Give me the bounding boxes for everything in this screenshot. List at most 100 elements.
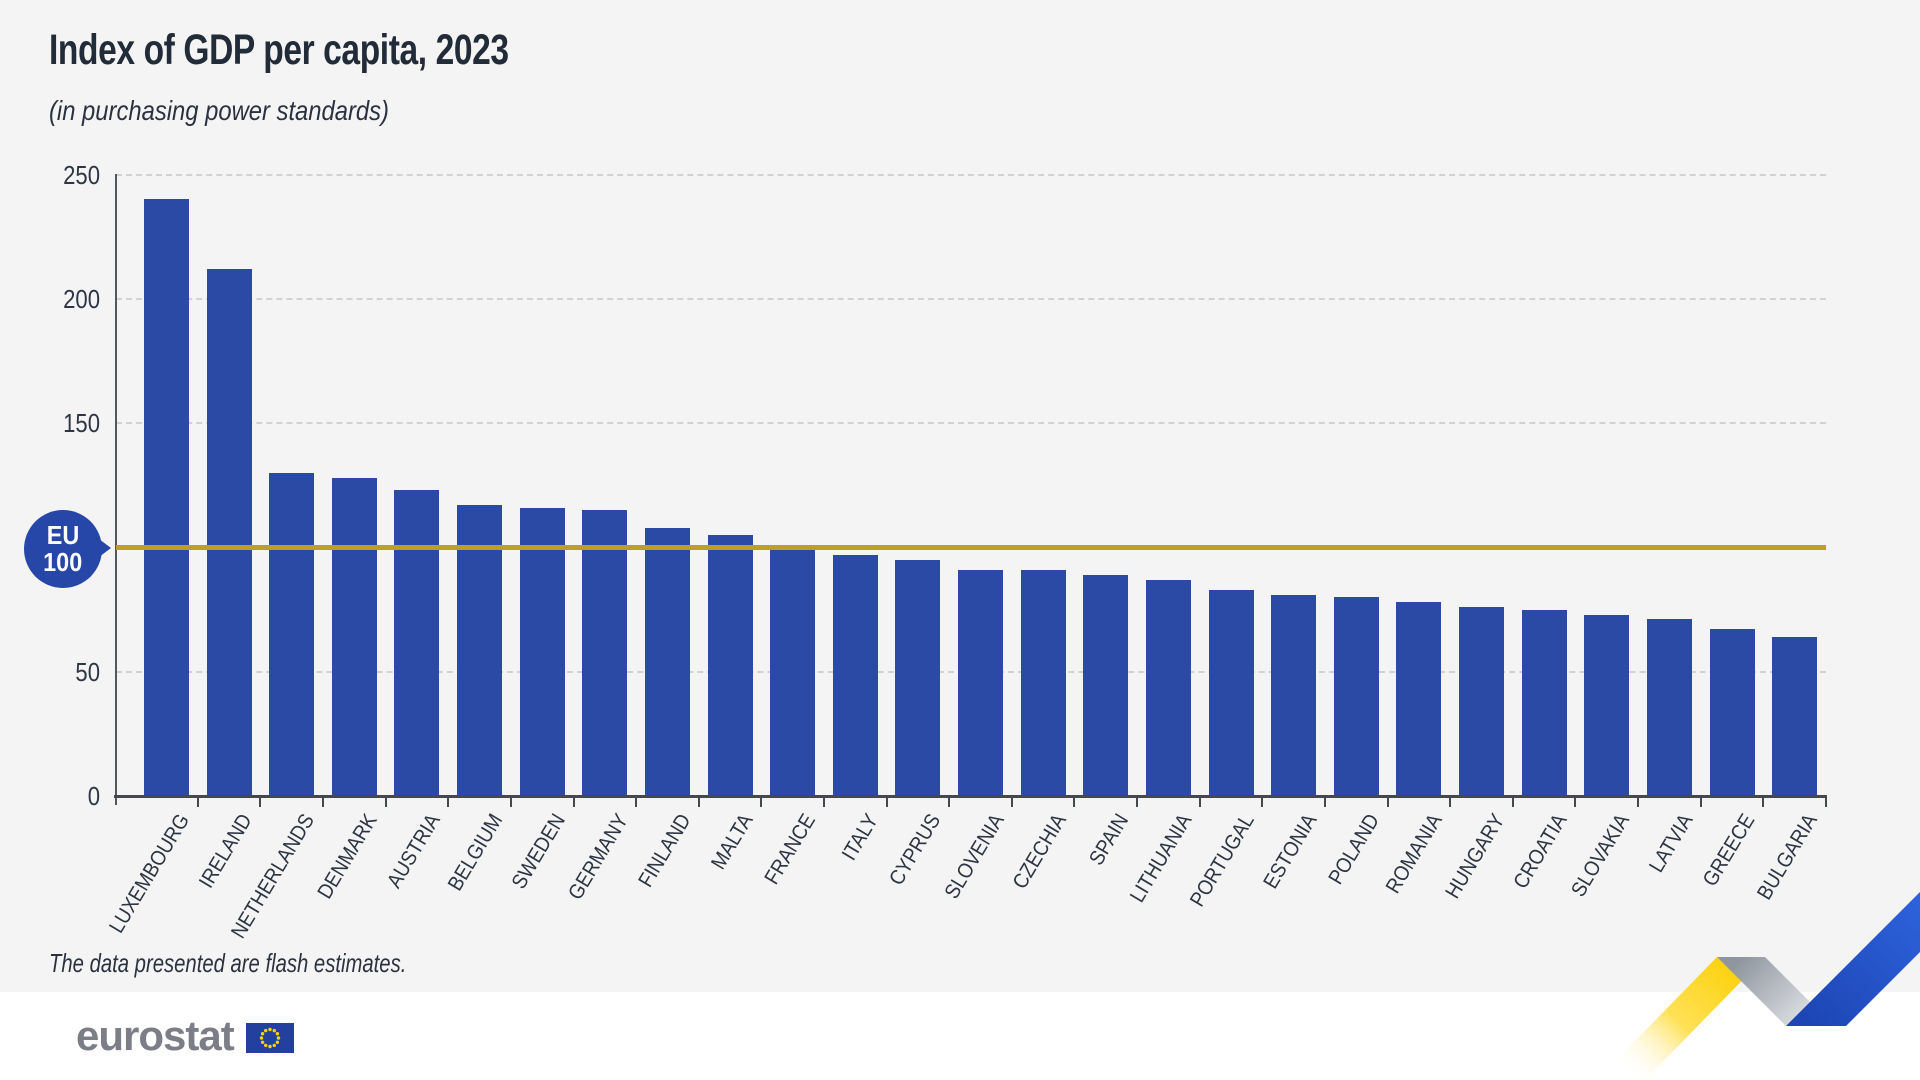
country-label: IRELAND (194, 810, 257, 893)
bar-france (770, 547, 816, 796)
x-axis-tick (948, 798, 951, 807)
bar-italy (832, 554, 878, 796)
country-label: CYPRUS (885, 810, 946, 890)
country-label: FRANCE (760, 810, 821, 889)
country-label: POLAND (1324, 810, 1384, 889)
x-axis-tick (760, 798, 763, 807)
bar-netherlands (269, 472, 315, 796)
bar-greece (1709, 629, 1755, 796)
country-label: LATVIA (1644, 810, 1698, 877)
bar-austria (394, 490, 440, 796)
x-axis-tick (1511, 798, 1514, 807)
country-label: BULGARIA (1753, 810, 1823, 904)
country-label: SLOVENIA (939, 810, 1009, 903)
x-axis-tick (259, 798, 262, 807)
x-axis (114, 795, 1827, 798)
eu-reference-line (116, 544, 1826, 550)
country-label: ESTONIA (1259, 810, 1322, 893)
eu-badge-pointer (95, 536, 111, 560)
footnote: The data presented are flash estimates. (49, 948, 407, 978)
eu-flag-stars (259, 1027, 280, 1049)
country-label: BELGIUM (443, 810, 508, 895)
country-label: LITHUANIA (1125, 810, 1197, 907)
country-label: ROMANIA (1381, 810, 1447, 898)
x-axis-tick (322, 798, 325, 807)
x-axis-tick (1386, 798, 1389, 807)
country-label: GERMANY (563, 810, 633, 904)
eu-badge-line1: EU (46, 520, 80, 551)
country-label: LUXEMBOURG (105, 810, 195, 938)
x-axis-tick (697, 798, 700, 807)
gridline-200 (116, 297, 1826, 300)
bar-belgium (457, 505, 503, 796)
y-axis-label: 150 (63, 408, 100, 439)
x-axis-tick (509, 798, 512, 807)
gridline-250 (116, 173, 1826, 176)
x-axis-tick (1136, 798, 1139, 807)
x-axis-tick (885, 798, 888, 807)
country-label: SPAIN (1085, 810, 1134, 870)
x-axis-tick (635, 798, 638, 807)
bar-portugal (1208, 589, 1254, 796)
x-axis-tick (1824, 798, 1827, 807)
x-axis-tick (196, 798, 199, 807)
y-axis-label: 50 (75, 656, 100, 687)
country-label: AUSTRIA (382, 810, 445, 893)
bar-germany (582, 510, 628, 796)
x-axis-tick (1449, 798, 1452, 807)
eu-badge-line2: 100 (43, 547, 83, 577)
bar-finland (644, 527, 690, 796)
y-axis-label: 0 (87, 781, 100, 811)
country-label: CROATIA (1509, 810, 1572, 893)
eu-100-badge: EU 100 (24, 510, 102, 588)
eurostat-logo-text: eurostat (76, 1012, 235, 1059)
y-axis-label: 200 (63, 283, 100, 314)
bar-estonia (1271, 594, 1317, 796)
bar-luxembourg (144, 199, 189, 796)
y-axis-label: 250 (63, 159, 100, 190)
bar-malta (707, 534, 753, 796)
bar-poland (1333, 597, 1379, 796)
x-axis-tick (384, 798, 387, 807)
bar-slovakia (1584, 614, 1630, 796)
country-label: CZECHIA (1008, 810, 1071, 893)
bar-spain (1083, 574, 1129, 796)
x-axis-tick (1637, 798, 1640, 807)
eurostat-logo: eurostat (76, 1012, 294, 1060)
bar-croatia (1521, 609, 1567, 796)
x-axis-tick (447, 798, 450, 807)
bar-czechia (1020, 569, 1066, 796)
page-title: Index of GDP per capita, 2023 (49, 26, 509, 74)
x-axis-tick (1261, 798, 1264, 807)
bar-cyprus (895, 559, 941, 796)
country-label: DENMARK (313, 810, 383, 903)
country-label: SLOVAKIA (1567, 810, 1635, 901)
bar-latvia (1646, 619, 1692, 796)
x-axis-tick (1010, 798, 1013, 807)
country-label: SWEDEN (507, 810, 570, 893)
bar-slovenia (958, 569, 1004, 796)
x-axis-tick (1323, 798, 1326, 807)
x-axis-tick (1762, 798, 1765, 807)
bar-romania (1396, 602, 1442, 796)
bar-ireland (206, 268, 252, 796)
x-axis-tick (1574, 798, 1577, 807)
eu-flag-icon (245, 1023, 294, 1053)
gridline-150 (116, 422, 1826, 425)
x-axis-tick (1198, 798, 1201, 807)
country-label: FINLAND (633, 810, 696, 892)
country-label: PORTUGAL (1185, 810, 1259, 911)
x-axis-tick (572, 798, 575, 807)
bar-denmark (331, 477, 377, 796)
bar-bulgaria (1772, 636, 1818, 796)
country-label: MALTA (707, 810, 758, 874)
country-label: HUNGARY (1441, 810, 1510, 903)
x-axis-tick (1699, 798, 1702, 807)
x-axis-tick (823, 798, 825, 807)
x-axis-tick (1073, 798, 1076, 807)
page-subtitle: (in purchasing power standards) (49, 95, 389, 126)
y-axis (115, 174, 117, 805)
bar-sweden (519, 507, 565, 796)
